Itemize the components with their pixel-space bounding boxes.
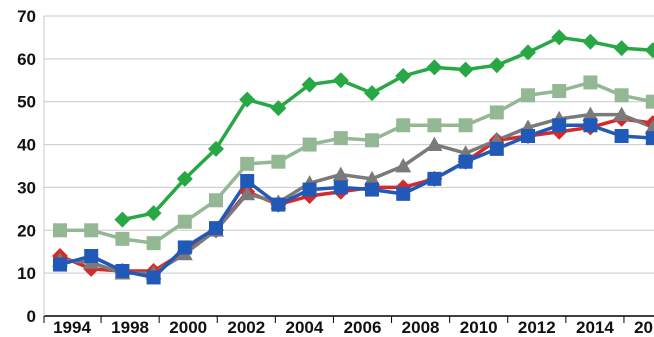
- series-line: [60, 80, 654, 245]
- y-tick-label: 10: [17, 264, 36, 283]
- y-tick-label: 50: [17, 93, 36, 112]
- x-tick-label: 2014: [576, 318, 614, 337]
- data-point: [458, 154, 473, 169]
- data-point: [613, 40, 630, 57]
- data-point: [53, 257, 67, 272]
- data-point: [364, 170, 380, 186]
- y-tick-label: 20: [17, 221, 36, 240]
- x-axis-ticks: 1994 1998 2000 2002 2004 2006 2008 2010 2012 2014…: [43, 316, 654, 337]
- data-point: [521, 88, 535, 103]
- data-point: [239, 91, 256, 108]
- data-point: [396, 118, 411, 133]
- data-point: [613, 106, 630, 121]
- data-point: [521, 129, 535, 143]
- data-point: [209, 221, 223, 236]
- x-tick-label: 2010: [460, 318, 498, 337]
- y-tick-label: 0: [27, 307, 36, 326]
- data-point: [614, 129, 629, 143]
- data-point: [365, 133, 379, 148]
- data-point: [301, 76, 318, 93]
- data-point: [176, 170, 193, 187]
- data-point: [583, 118, 598, 133]
- data-point: [332, 72, 349, 89]
- data-point: [332, 166, 349, 181]
- data-point: [645, 131, 654, 146]
- data-point: [302, 137, 317, 152]
- data-point: [270, 100, 287, 117]
- data-point: [208, 140, 224, 157]
- data-point: [552, 118, 567, 133]
- x-tick-label: 2012: [518, 318, 556, 337]
- data-point: [115, 264, 130, 278]
- x-tick-label: 2000: [169, 318, 207, 337]
- data-point: [145, 205, 162, 222]
- data-point: [614, 88, 629, 103]
- y-tick-label: 70: [17, 7, 36, 26]
- data-point: [209, 193, 223, 208]
- data-point: [84, 249, 99, 263]
- data-point: [427, 171, 442, 186]
- data-point: [271, 154, 286, 169]
- data-point: [552, 84, 567, 98]
- data-point: [365, 182, 379, 197]
- x-tick-label: 1998: [111, 318, 149, 337]
- data-point: [115, 231, 130, 246]
- data-point: [457, 61, 474, 78]
- data-point: [333, 180, 348, 195]
- data-point: [146, 236, 161, 251]
- y-tick-label: 30: [17, 178, 36, 197]
- data-point: [458, 118, 473, 133]
- data-point: [489, 141, 504, 156]
- data-point: [333, 131, 348, 146]
- data-point: [395, 68, 412, 84]
- data-point: [645, 94, 654, 109]
- data-point: [240, 156, 255, 171]
- data-point: [583, 75, 598, 90]
- series-line: [59, 123, 654, 280]
- x-tick-label: 1994: [53, 318, 91, 337]
- x-tick-label: 2016: [634, 318, 654, 337]
- data-point: [427, 118, 442, 133]
- x-tick-label: 2004: [285, 318, 323, 337]
- data-point: [53, 223, 67, 238]
- data-point: [114, 211, 131, 228]
- data-point: [426, 59, 443, 76]
- data-point: [364, 85, 380, 102]
- data-point: [240, 174, 255, 188]
- data-point: [302, 182, 317, 197]
- data-point: [396, 186, 411, 201]
- x-tick-label: 2008: [402, 318, 440, 337]
- y-axis-ticks: 0 10 20 30 40 50 60 70: [17, 7, 36, 326]
- y-tick-label: 60: [17, 50, 36, 69]
- series-markers: [52, 29, 654, 285]
- data-point: [146, 270, 161, 285]
- data-point: [644, 42, 654, 59]
- x-tick-label: 2002: [227, 318, 265, 337]
- data-point: [84, 223, 99, 238]
- data-point: [177, 214, 192, 229]
- data-point: [582, 33, 599, 50]
- data-point: [489, 105, 504, 120]
- data-point: [177, 240, 192, 255]
- data-point: [520, 44, 536, 61]
- data-point: [644, 119, 654, 134]
- data-point: [395, 158, 412, 173]
- data-point: [239, 185, 256, 201]
- data-point: [271, 197, 286, 212]
- x-tick-label: 2006: [344, 318, 382, 337]
- data-point: [488, 57, 505, 74]
- data-point: [582, 106, 599, 121]
- y-tick-label: 40: [17, 136, 36, 155]
- data-point: [426, 136, 443, 151]
- data-point: [551, 29, 568, 46]
